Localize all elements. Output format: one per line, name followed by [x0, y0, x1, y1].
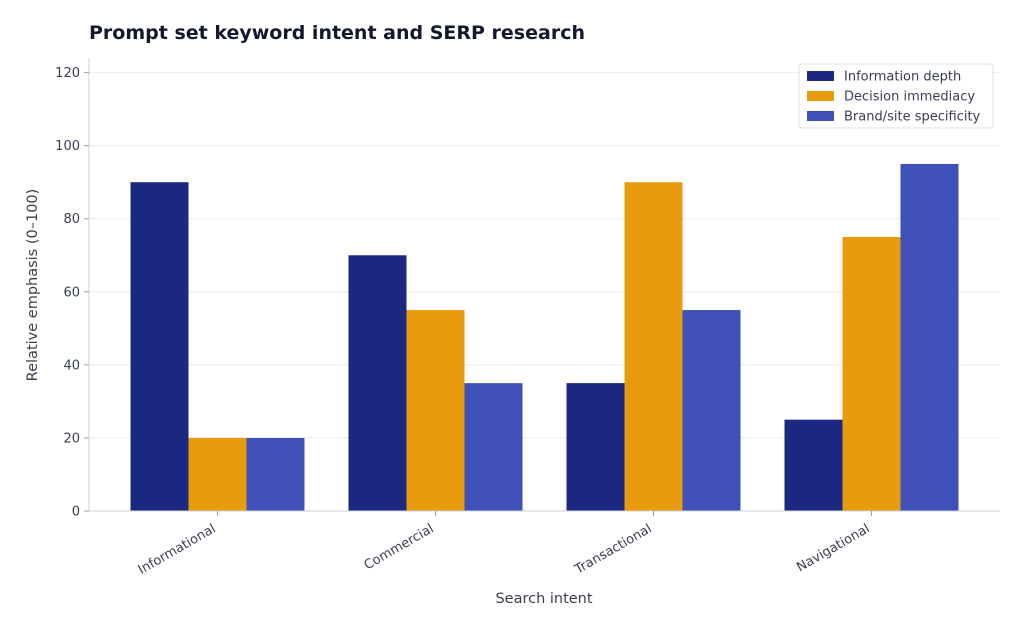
- y-tick-label: 20: [63, 431, 80, 446]
- bars: [130, 163, 959, 512]
- y-axis-ticks: 0 20 40 60 80 100 120: [55, 66, 89, 520]
- bar-informational-2: [188, 437, 247, 511]
- legend-label: Brand/site specificity: [844, 110, 981, 125]
- bar-informational-3: [246, 437, 305, 511]
- y-tick-label: 80: [63, 212, 80, 227]
- bar-navigational-1: [784, 419, 843, 511]
- bar-transactional-2: [624, 182, 683, 512]
- bar-informational-1: [130, 182, 189, 512]
- y-tick-label: 120: [55, 66, 80, 81]
- bar-navigational-2: [842, 237, 901, 512]
- y-axis-label: Relative emphasis (0–100): [25, 189, 41, 382]
- legend-label: Decision immediacy: [844, 90, 975, 105]
- bar-commercial-1: [348, 255, 407, 511]
- x-axis-ticks: Informational Commercial Transactional Navi…: [136, 511, 873, 578]
- x-axis-label: Search intent: [495, 591, 592, 607]
- legend-label: Information depth: [844, 70, 961, 85]
- bar-commercial-3: [464, 383, 523, 511]
- x-tick-label: Navigational: [794, 521, 872, 575]
- legend: Information depth Decision immediacy Brand…: [798, 63, 994, 129]
- y-tick-label: 60: [63, 285, 80, 300]
- x-tick-label: Transactional: [572, 521, 655, 577]
- legend-swatch: [807, 71, 834, 81]
- bar-commercial-2: [406, 310, 465, 511]
- y-tick-label: 0: [72, 505, 80, 520]
- chart-title: Prompt set keyword intent and SERP resea…: [89, 22, 585, 44]
- x-tick-label: Commercial: [362, 521, 437, 573]
- y-tick-label: 40: [63, 358, 80, 373]
- bar-transactional-3: [682, 310, 741, 511]
- bar-navigational-3: [900, 163, 959, 511]
- legend-swatch: [807, 111, 834, 121]
- x-tick-label: Informational: [136, 521, 219, 577]
- bar-transactional-1: [566, 383, 625, 511]
- legend-swatch: [807, 91, 834, 101]
- legend-box: [798, 63, 994, 129]
- y-tick-label: 100: [55, 139, 80, 154]
